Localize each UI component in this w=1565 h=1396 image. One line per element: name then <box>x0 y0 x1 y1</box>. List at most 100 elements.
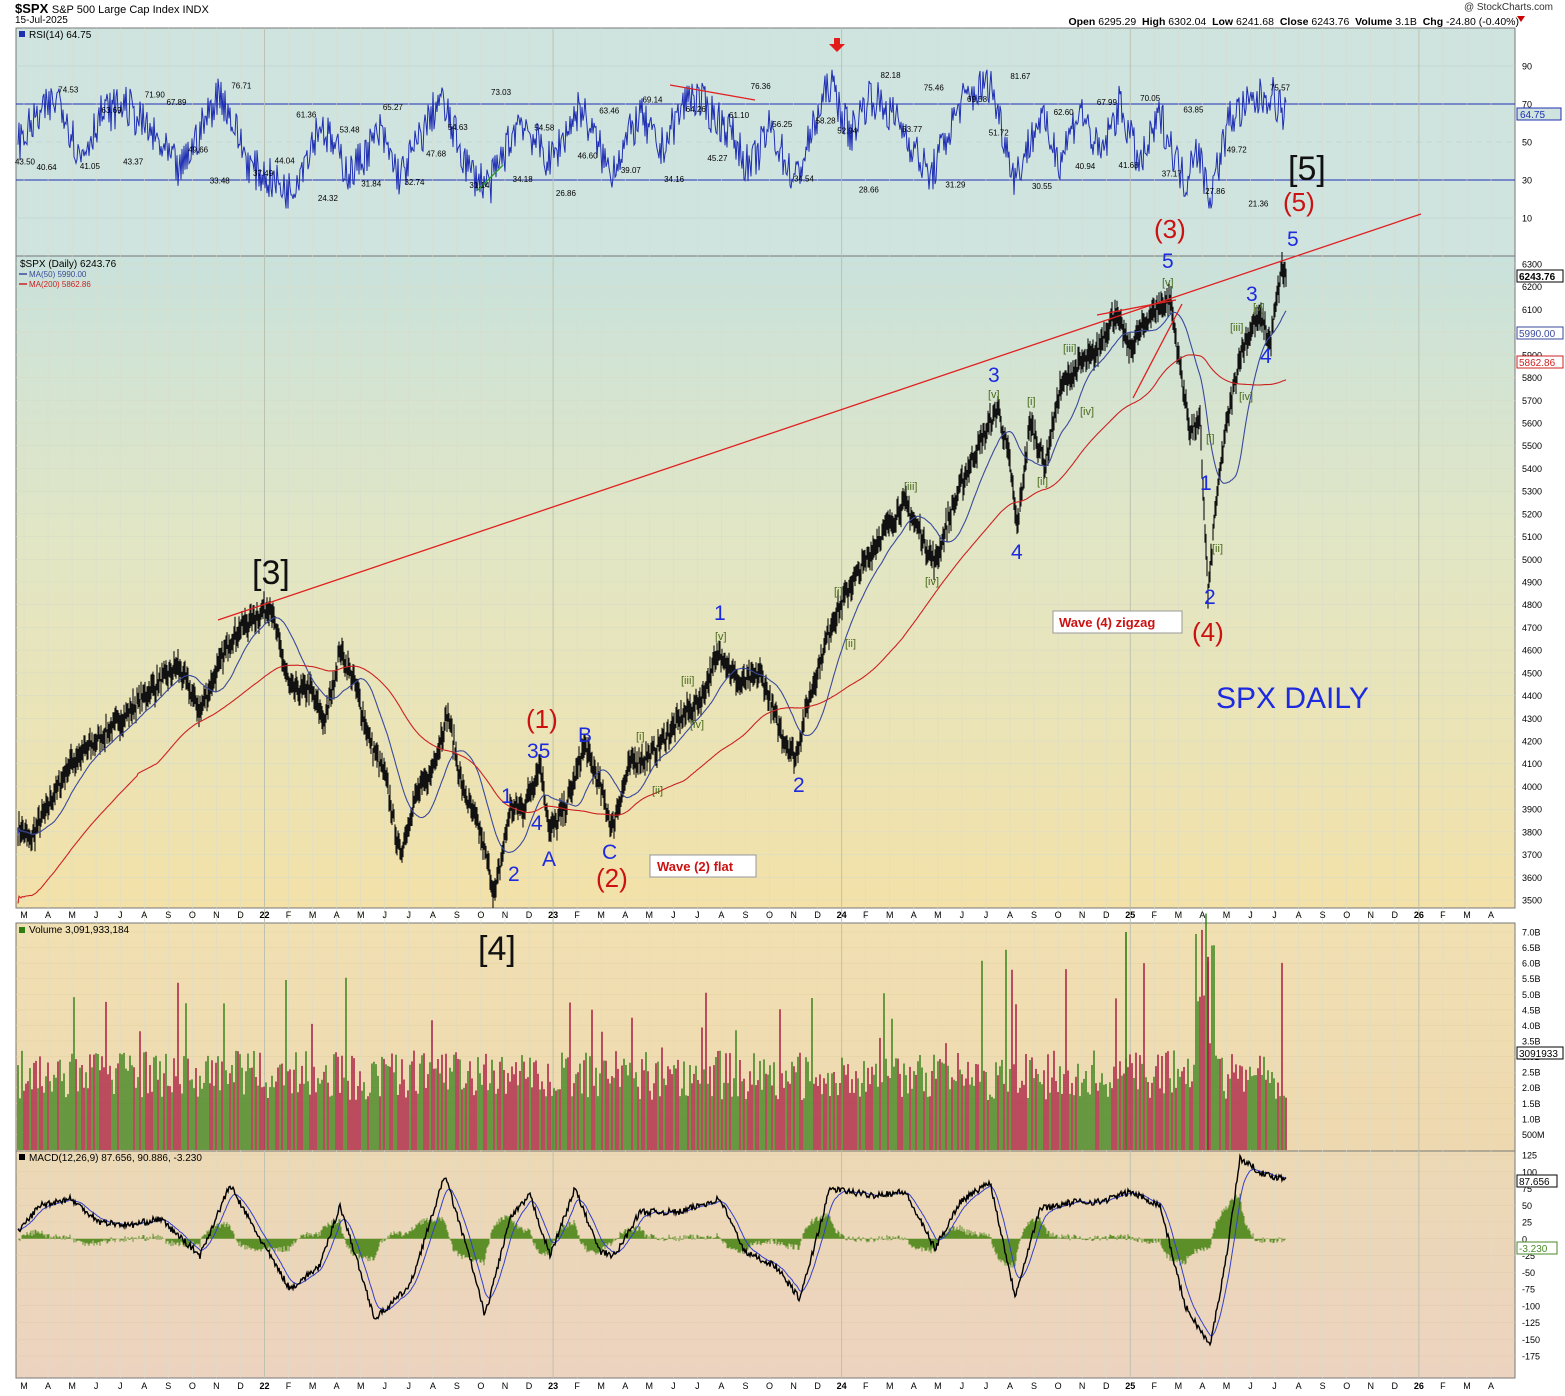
volume-legend: Volume 3,091,933,184 <box>19 925 130 936</box>
ma200-value: 5862.86 <box>1519 358 1556 369</box>
x-tick-label: M <box>20 1381 28 1391</box>
wave-2c: 2 <box>1204 586 1216 609</box>
sub-ii-3: [ii] <box>1037 476 1048 488</box>
x-tick-label: D <box>814 910 821 920</box>
rsi-value-label: 63.46 <box>599 106 620 115</box>
x-tick-label: F <box>1440 910 1446 920</box>
x-tick-label: J <box>407 910 412 920</box>
rsi-value-label: 76.71 <box>231 81 252 90</box>
chg-label: Chg <box>1422 16 1444 28</box>
volume-tick-label: 500M <box>1522 1130 1545 1140</box>
ma50-line <box>17 310 1287 854</box>
ma50-tag: 5990.00 <box>1516 326 1564 340</box>
wave-label-2-red: (2) <box>596 863 628 893</box>
macd-legend: MACD(12,26,9) 87.656, 90.886, -3.230 <box>19 1153 202 1164</box>
wave-4c: 4 <box>1260 345 1272 368</box>
price-tick-label: 5900 <box>1522 350 1542 360</box>
wave-4a: 4 <box>531 812 543 835</box>
x-tick-label: F <box>863 1381 869 1391</box>
down-triangle-icon <box>1517 16 1525 22</box>
price-legend: $SPX (Daily) 6243.76 MA(50) 5990.00 MA(2… <box>19 259 117 289</box>
rsi-last-value: 64.75 <box>1520 110 1545 121</box>
x-tick-label: S <box>742 1381 748 1391</box>
wave-label-5-big: [5] <box>1288 150 1326 188</box>
x-tick-label: N <box>790 1381 797 1391</box>
x-tick-label: D <box>814 1381 821 1391</box>
x-tick-label: J <box>960 910 965 920</box>
price-tick-label: 5700 <box>1522 396 1542 406</box>
rsi-value-label: 51.72 <box>989 129 1010 138</box>
x-tick-label: D <box>1103 1381 1110 1391</box>
x-tick-label: M <box>357 1381 365 1391</box>
x-tick-label: A <box>334 1381 340 1391</box>
x-tick-label: N <box>790 910 797 920</box>
rsi-value-label: 70.05 <box>1140 94 1161 103</box>
rsi-tick-label: 30 <box>1522 176 1532 186</box>
rsi-value-label: 34.18 <box>513 175 534 184</box>
sub-i-1: [i] <box>636 731 645 743</box>
rsi-value-label: 76.36 <box>751 82 772 91</box>
price-last-value: 6243.76 <box>1519 272 1556 283</box>
wave-label-1-red: (1) <box>526 704 558 734</box>
volume-last-value: 3091933 <box>1519 1049 1558 1060</box>
rsi-tick-label: 10 <box>1522 214 1532 224</box>
x-tick-label: A <box>45 910 51 920</box>
x-tick-label: 24 <box>837 910 847 920</box>
sub-ii-4: [ii] <box>1212 543 1223 555</box>
x-tick-label: N <box>502 1381 509 1391</box>
x-tick-label: A <box>1488 910 1494 920</box>
price-tick-label: 5300 <box>1522 487 1542 497</box>
price-legend-main: $SPX (Daily) 6243.76 <box>20 259 117 270</box>
macd-tick-label: -150 <box>1522 1335 1540 1345</box>
price-bars <box>17 252 1287 908</box>
x-tick-label: 23 <box>548 910 558 920</box>
symbol-title: $SPX S&P 500 Large Cap Index INDX <box>15 1 209 16</box>
price-tick-label: 4600 <box>1522 646 1542 656</box>
x-tick-label: A <box>334 910 340 920</box>
volume-tick-label: 4.5B <box>1522 1005 1541 1015</box>
x-tick-label: O <box>1055 1381 1062 1391</box>
wave-1b: 1 <box>714 602 726 625</box>
ma50-value: 5990.00 <box>1519 329 1556 340</box>
rsi-value-label: 32.74 <box>404 178 425 187</box>
rsi-value-label: 34.54 <box>794 174 815 183</box>
price-last-tag: 6243.76 <box>1516 269 1564 283</box>
x-tick-label: M <box>1175 910 1183 920</box>
x-tick-label: 24 <box>837 1381 847 1391</box>
low-label: Low <box>1212 16 1234 28</box>
x-tick-label: A <box>1488 1381 1494 1391</box>
x-tick-label: N <box>213 910 220 920</box>
x-tick-label: J <box>1248 1381 1253 1391</box>
rsi-value-label: 24.32 <box>318 194 339 203</box>
macd-panel <box>15 1150 1516 1379</box>
rsi-value-label: 61.36 <box>296 110 317 119</box>
chart-date: 15-Jul-2025 <box>15 15 68 26</box>
x-tick-label: D <box>1392 1381 1399 1391</box>
macd-legend-text: MACD(12,26,9) 87.656, 90.886, -3.230 <box>29 1153 202 1164</box>
x-tick-label: S <box>454 1381 460 1391</box>
price-tick-label: 4300 <box>1522 714 1542 724</box>
symbol-description: S&P 500 Large Cap Index INDX <box>51 4 209 16</box>
sub-v-2: [v] <box>988 389 1000 401</box>
macd-last-tag: 87.656 <box>1516 1174 1558 1188</box>
rsi-tick-label: 50 <box>1522 138 1532 148</box>
x-tick-label: J <box>671 910 676 920</box>
x-tick-label: A <box>141 1381 147 1391</box>
wave-35: 35 <box>527 740 550 763</box>
x-tick-label: 23 <box>548 1381 558 1391</box>
rsi-value-label: 46.60 <box>578 151 599 160</box>
x-tick-label: F <box>1152 1381 1158 1391</box>
rsi-value-label: 75.57 <box>1270 83 1291 92</box>
rsi-value-label: 30.55 <box>1032 182 1053 191</box>
x-tick-label: S <box>165 1381 171 1391</box>
x-tick-label: D <box>237 910 244 920</box>
open-label: Open <box>1068 16 1096 28</box>
rsi-value-label: 75.46 <box>924 84 945 93</box>
x-tick-label: A <box>718 910 724 920</box>
rsi-value-label: 54.63 <box>448 123 469 132</box>
x-tick-label: D <box>526 910 533 920</box>
rsi-value-label: 49.66 <box>188 146 209 155</box>
wave4-note-text: Wave (4) zigzag <box>1059 615 1155 630</box>
macd-tick-label: -125 <box>1522 1318 1540 1328</box>
x-tick-label: J <box>984 1381 989 1391</box>
